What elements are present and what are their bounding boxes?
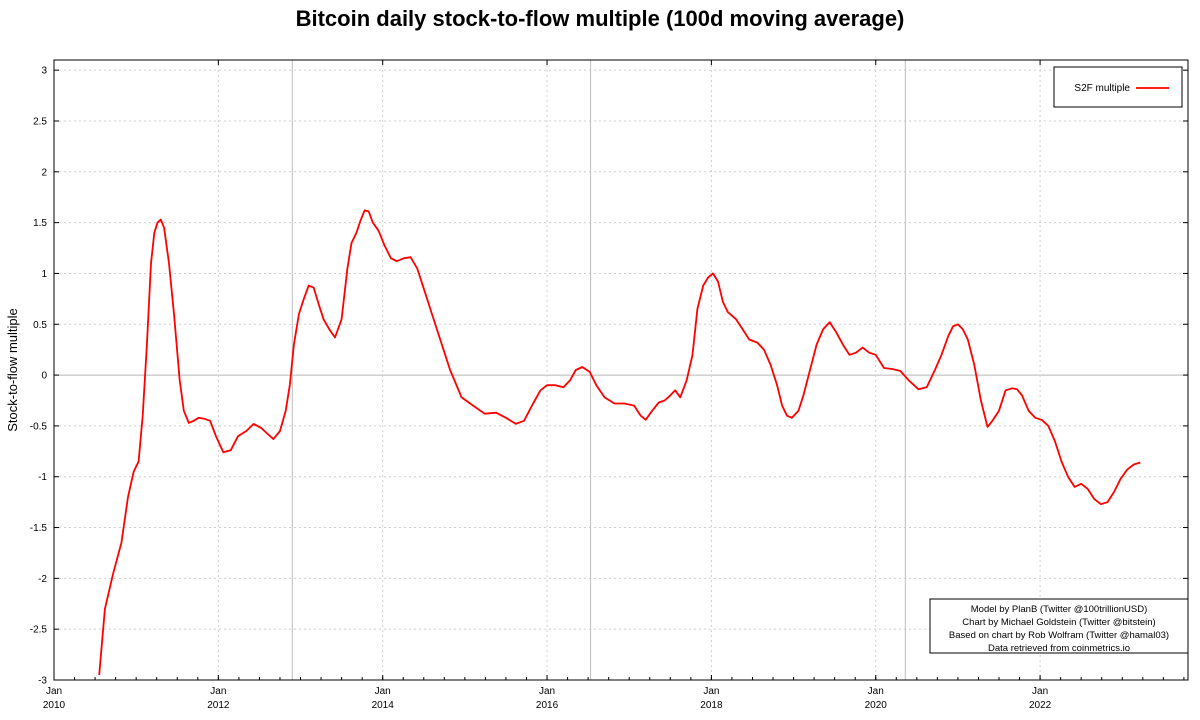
credit-line-based-on: Based on chart by Rob Wolfram (Twitter @… xyxy=(949,630,1169,641)
y-tick-label: 1.5 xyxy=(33,218,47,229)
credit-line-model: Model by PlanB (Twitter @100trillionUSD) xyxy=(971,604,1147,615)
y-axis-label: Stock-to-flow multiple xyxy=(5,308,20,432)
x-tick-label-month: Jan xyxy=(539,686,555,697)
y-tick-label: 3 xyxy=(41,66,47,77)
x-tick-label-year: 2016 xyxy=(536,700,559,711)
y-tick-label: 2.5 xyxy=(33,116,47,127)
y-tick-label: -2 xyxy=(38,574,47,585)
x-tick-label-year: 2020 xyxy=(865,700,888,711)
credit-line-chart: Chart by Michael Goldstein (Twitter @bit… xyxy=(962,617,1155,628)
series-line-s2f-multiple xyxy=(98,209,1141,675)
chart-title: Bitcoin daily stock-to-flow multiple (10… xyxy=(295,6,905,31)
y-tick-label: -0.5 xyxy=(30,421,48,432)
y-tick-label: -1 xyxy=(38,472,47,483)
y-tick-label: -2.5 xyxy=(30,625,48,636)
legend-label-s2f-multiple: S2F multiple xyxy=(1074,83,1130,94)
credit-line-data-source: Data retrieved from coinmetrics.io xyxy=(988,643,1130,654)
x-tick-label-month: Jan xyxy=(46,686,62,697)
x-tick-label-year: 2014 xyxy=(372,700,395,711)
y-tick-label: -1.5 xyxy=(30,523,48,534)
x-tick-label-month: Jan xyxy=(1032,686,1048,697)
y-tick-label: 0.5 xyxy=(33,320,47,331)
grid-layer xyxy=(54,60,1188,681)
legend: S2F multiple xyxy=(1053,66,1183,108)
y-tick-label: 2 xyxy=(41,167,47,178)
x-tick-label-year: 2022 xyxy=(1029,700,1052,711)
x-tick-label-year: 2018 xyxy=(700,700,723,711)
x-tick-label-month: Jan xyxy=(210,686,226,697)
credits-box: Model by PlanB (Twitter @100trillionUSD)… xyxy=(929,598,1189,654)
plot-frame xyxy=(53,59,1189,681)
y-tick-label: -3 xyxy=(38,676,47,687)
x-tick-label-year: 2010 xyxy=(43,700,66,711)
y-tick-label: 1 xyxy=(41,269,47,280)
x-tick-label-month: Jan xyxy=(375,686,391,697)
x-tick-label-year: 2012 xyxy=(207,700,230,711)
legend-box xyxy=(1053,66,1183,108)
y-tick-label: 0 xyxy=(41,371,47,382)
x-tick-label-month: Jan xyxy=(703,686,719,697)
x-axis: Jan2010Jan2012Jan2014Jan2016Jan2018Jan20… xyxy=(43,60,1185,711)
credits-frame xyxy=(929,598,1189,654)
y-axis: 3 2.5 2 1.5 1 0.5 0 -0.5 -1 -1.5 -2 -2.5 -3 xyxy=(30,66,1188,687)
halving-lines xyxy=(291,60,906,680)
x-tick-label-month: Jan xyxy=(868,686,884,697)
